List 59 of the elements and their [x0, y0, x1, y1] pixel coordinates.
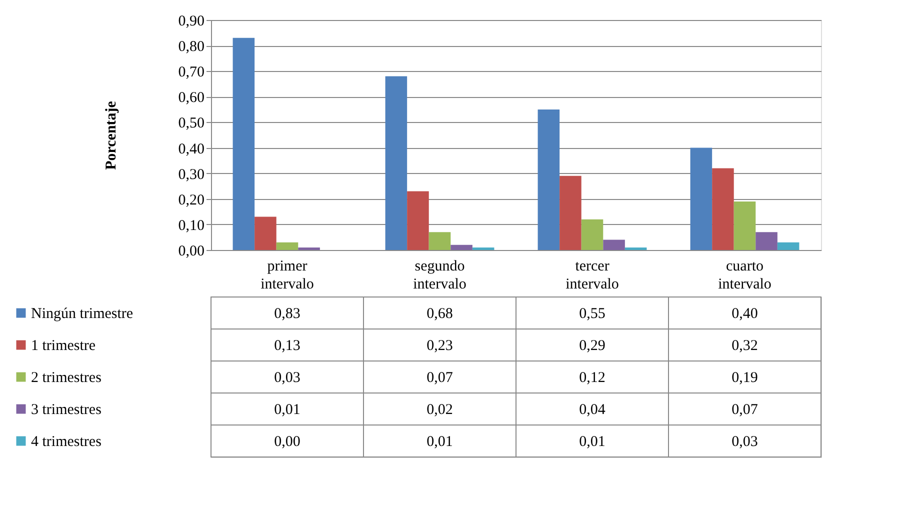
bar [254, 216, 276, 250]
y-tick-label: 0,00 [178, 244, 204, 260]
x-tick-label: segundo intervalo [413, 258, 466, 292]
bar [756, 232, 778, 250]
y-tick-label: 0,70 [178, 64, 204, 81]
y-axis-title: Porcentaje [103, 100, 120, 170]
y-tick-label: 0,80 [178, 39, 204, 56]
bar [407, 191, 429, 250]
bar [690, 148, 712, 250]
data-label: 0,03 [732, 434, 758, 450]
x-tick-label: tercer intervalo [566, 258, 619, 292]
legend-label: 3 trimestres [31, 402, 102, 418]
data-label: 0,01 [426, 434, 453, 450]
data-label: 0,55 [579, 306, 606, 322]
data-label: 0,83 [274, 306, 300, 322]
data-label: 0,32 [732, 338, 758, 354]
bar [538, 109, 560, 250]
y-tick-label: 0,10 [178, 218, 204, 234]
data-label: 0,13 [274, 338, 300, 354]
y-tick-label: 0,60 [178, 90, 204, 106]
bar [734, 201, 756, 250]
bar [777, 242, 800, 250]
y-tick-label: 0,20 [178, 192, 204, 208]
bar [624, 247, 647, 250]
bar [232, 38, 255, 250]
bar [560, 176, 582, 250]
x-tick-label: cuarto intervalo [718, 258, 772, 292]
bar [712, 168, 734, 250]
y-tick-label: 0,50 [178, 116, 204, 132]
bar [298, 247, 320, 250]
bar [276, 242, 298, 250]
legend-label: Ningún trimestre [31, 306, 134, 322]
data-label: 0,68 [426, 306, 453, 322]
legend-label: 2 trimestres [31, 370, 102, 386]
data-label: 0,40 [732, 306, 758, 322]
data-label: 0,29 [579, 338, 606, 354]
y-tick-label: 0,90 [178, 14, 204, 30]
data-label: 0,03 [274, 370, 300, 386]
legend-label: 4 trimestres [31, 434, 102, 450]
bar [450, 244, 472, 250]
data-label: 0,04 [579, 402, 606, 418]
y-tick-label: 0,30 [178, 166, 204, 183]
bar [385, 76, 408, 250]
data-label: 0,01 [579, 434, 606, 450]
data-label: 0,19 [732, 370, 758, 386]
y-tick-label: 0,40 [178, 141, 204, 158]
bar [428, 232, 451, 250]
legend-label: 1 trimestre [31, 338, 96, 354]
data-label: 0,01 [274, 402, 300, 418]
data-label: 0,23 [426, 338, 453, 354]
bar [603, 240, 625, 250]
x-tick-label: primer intervalo [260, 258, 314, 292]
bar [581, 219, 604, 250]
data-label: 0,12 [579, 370, 606, 386]
data-label: 0,07 [426, 370, 454, 386]
data-label: 0,02 [426, 402, 453, 418]
data-label: 0,00 [274, 434, 300, 450]
data-label: 0,07 [732, 402, 758, 418]
bar [472, 247, 494, 250]
